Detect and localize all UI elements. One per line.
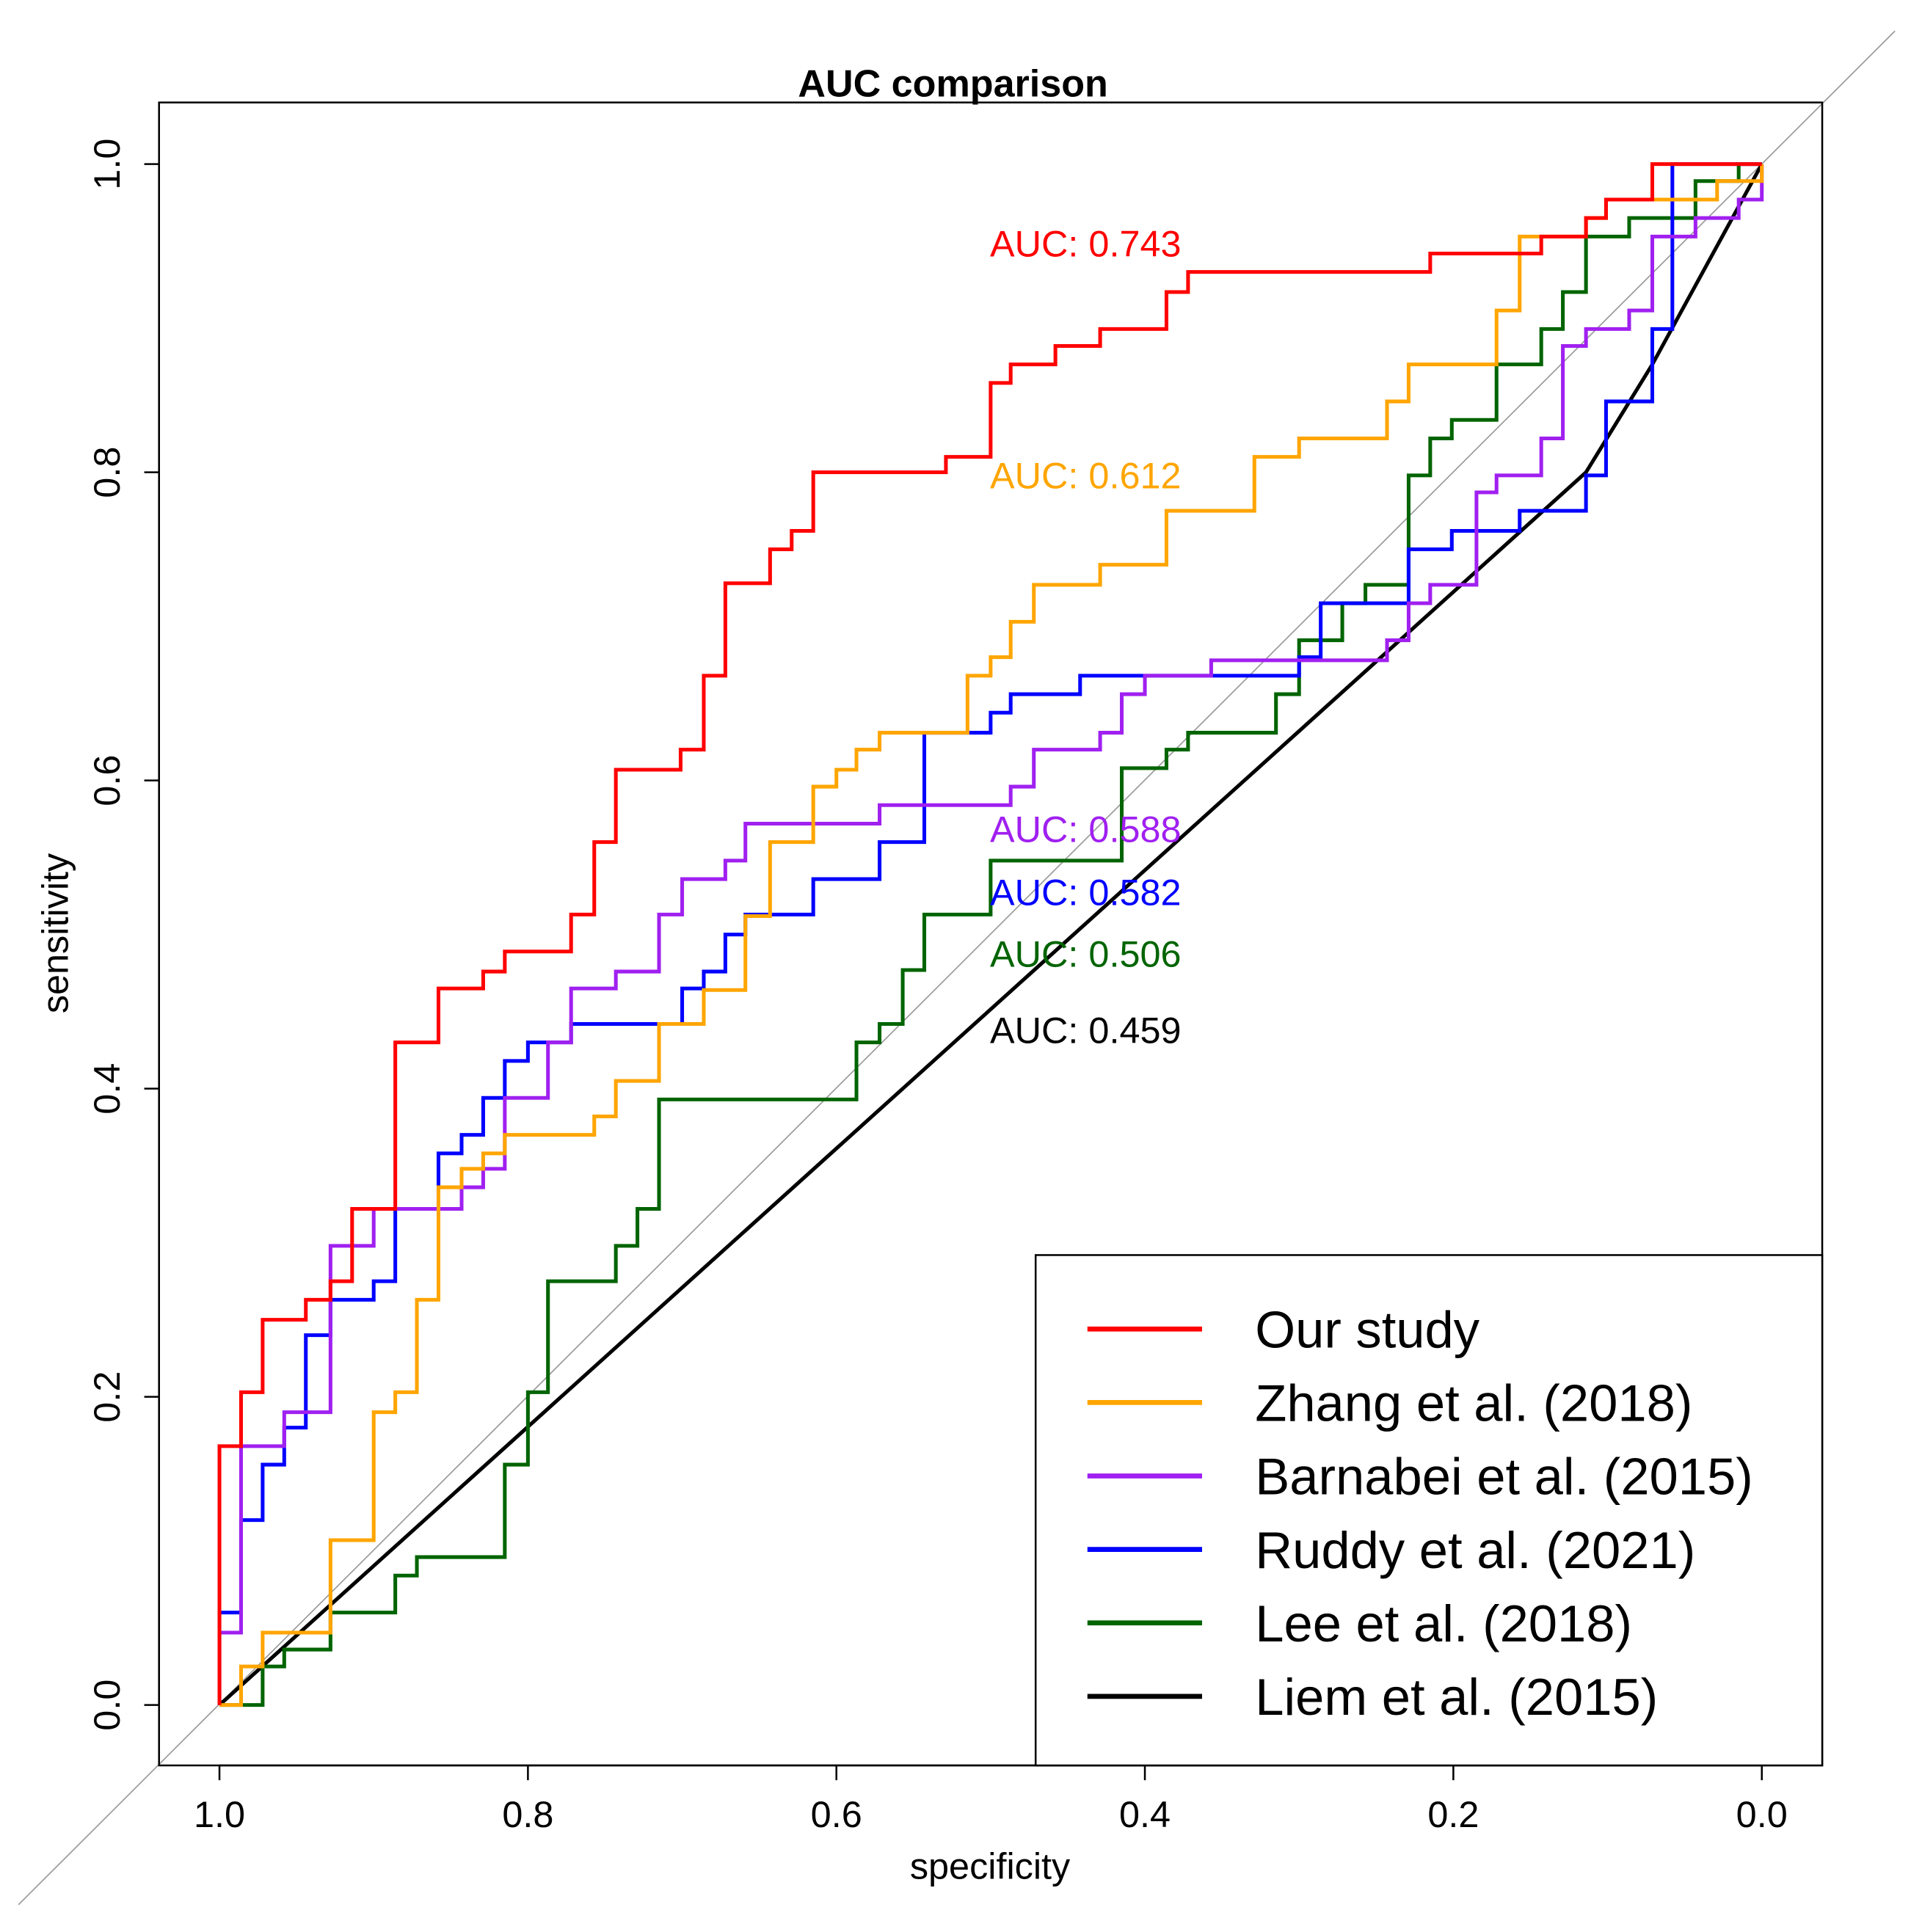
auc-label: AUC: 0.588 xyxy=(990,809,1182,850)
legend: Our study Zhang et al. (2018) Barnabei et … xyxy=(1034,1254,1824,1767)
legend-label: Ruddy et al. (2021) xyxy=(1255,1521,1695,1579)
auc-label: AUC: 0.459 xyxy=(990,1009,1182,1051)
y-tick-label: 0.8 xyxy=(86,447,128,498)
legend-label: Barnabei et al. (2015) xyxy=(1255,1448,1752,1506)
axes: 1.0 0.8 0.6 0.4 0.2 0.0 0.0 0.2 0.4 0.6 0.8 1.0 xyxy=(86,139,1788,1835)
x-tick-label: 0.2 xyxy=(1427,1793,1479,1835)
auc-label: AUC: 0.612 xyxy=(990,454,1182,496)
series-layer xyxy=(217,162,1764,1707)
y-tick-label: 0.0 xyxy=(86,1680,128,1731)
legend-label: Liem et al. (2015) xyxy=(1255,1668,1658,1726)
x-tick-label: 0.0 xyxy=(1736,1793,1788,1835)
x-tick-label: 1.0 xyxy=(194,1793,245,1835)
roc-curve-liem-et-al-2015 xyxy=(218,163,1763,1707)
legend-label: Lee et al. (2018) xyxy=(1255,1594,1632,1652)
y-tick-label: 1.0 xyxy=(86,139,128,190)
roc-curve-lee-et-al-2018 xyxy=(219,162,1762,1707)
y-tick-label: 0.6 xyxy=(86,755,128,806)
x-tick-label: 0.8 xyxy=(502,1793,553,1835)
x-tick-label: 0.6 xyxy=(811,1793,862,1835)
legend-box xyxy=(1034,1254,1824,1767)
legend-label: Our study xyxy=(1255,1300,1480,1358)
x-axis-label: specificity xyxy=(910,1845,1071,1887)
y-tick-label: 0.2 xyxy=(86,1371,128,1423)
x-tick-label: 0.4 xyxy=(1119,1793,1171,1835)
y-tick-label: 0.4 xyxy=(86,1063,128,1115)
auc-labels: AUC: 0.743 AUC: 0.612 AUC: 0.588 AUC: 0.582… xyxy=(990,223,1182,1051)
auc-label: AUC: 0.743 xyxy=(990,223,1182,265)
roc-curve-our-study xyxy=(217,162,1762,1705)
roc-curve-barnabei-et-al-2015 xyxy=(217,164,1764,1705)
legend-label: Zhang et al. (2018) xyxy=(1255,1374,1692,1432)
y-axis-label: sensitivity xyxy=(34,853,76,1013)
auc-label: AUC: 0.582 xyxy=(990,871,1182,913)
chart-title: AUC comparison xyxy=(798,62,1107,105)
auc-label: AUC: 0.506 xyxy=(990,933,1182,974)
roc-curve-zhang-et-al-2018 xyxy=(219,164,1764,1707)
